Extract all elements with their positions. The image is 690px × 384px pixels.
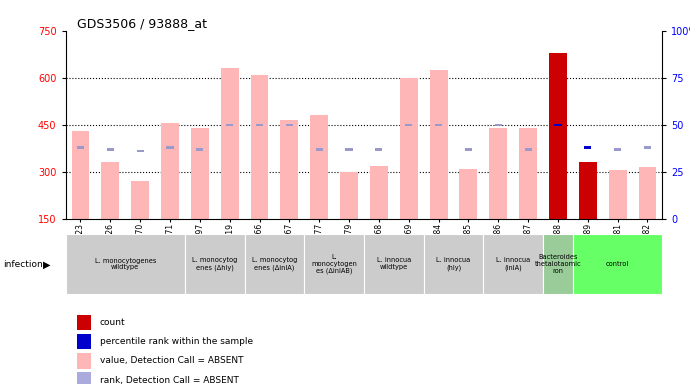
- Bar: [77, 353, 90, 369]
- Text: infection: infection: [3, 260, 43, 270]
- Bar: [489, 128, 507, 219]
- Bar: [375, 148, 382, 151]
- Bar: [614, 148, 621, 151]
- Bar: [573, 234, 662, 294]
- Bar: [584, 146, 591, 149]
- Text: L. monocytogenes
wildtype: L. monocytogenes wildtype: [95, 258, 156, 270]
- Bar: [77, 372, 90, 384]
- Bar: [346, 148, 353, 151]
- Text: percentile rank within the sample: percentile rank within the sample: [99, 337, 253, 346]
- Bar: [364, 234, 424, 294]
- Bar: [609, 170, 627, 219]
- Bar: [315, 148, 323, 151]
- Bar: [549, 53, 567, 219]
- Bar: [638, 167, 656, 219]
- Bar: [131, 181, 149, 219]
- Text: GDS3506 / 93888_at: GDS3506 / 93888_at: [77, 17, 208, 30]
- Bar: [310, 115, 328, 219]
- Bar: [185, 234, 245, 294]
- Bar: [226, 124, 233, 126]
- Text: L. innocua
wildtype: L. innocua wildtype: [377, 258, 411, 270]
- Bar: [286, 124, 293, 126]
- Bar: [554, 124, 562, 126]
- Bar: [256, 124, 263, 126]
- Bar: [77, 334, 90, 349]
- Text: rank, Detection Call = ABSENT: rank, Detection Call = ABSENT: [99, 376, 239, 384]
- Bar: [543, 234, 573, 294]
- Bar: [519, 128, 537, 219]
- Bar: [340, 172, 358, 219]
- Bar: [304, 234, 364, 294]
- Bar: [495, 124, 502, 126]
- Text: Bacteroides
thetaiotaomic
ron: Bacteroides thetaiotaomic ron: [535, 254, 581, 274]
- Bar: [460, 169, 477, 219]
- Bar: [107, 148, 114, 151]
- Bar: [161, 123, 179, 219]
- Text: ▶: ▶: [43, 260, 50, 270]
- Bar: [77, 315, 90, 330]
- Text: L. innocua
(hly): L. innocua (hly): [436, 257, 471, 271]
- Bar: [430, 70, 448, 219]
- Bar: [72, 131, 90, 219]
- Bar: [435, 124, 442, 126]
- Bar: [221, 68, 239, 219]
- Bar: [483, 234, 543, 294]
- Bar: [400, 78, 417, 219]
- Bar: [250, 74, 268, 219]
- Bar: [245, 234, 304, 294]
- Bar: [77, 146, 84, 149]
- Text: L.
monocytogen
es (ΔinlAB): L. monocytogen es (ΔinlAB): [311, 254, 357, 274]
- Bar: [644, 146, 651, 149]
- Bar: [370, 166, 388, 219]
- Bar: [66, 234, 185, 294]
- Text: L. innocua
(inlA): L. innocua (inlA): [496, 257, 531, 271]
- Text: L. monocytog
enes (Δhly): L. monocytog enes (Δhly): [192, 257, 237, 271]
- Bar: [524, 148, 532, 151]
- Bar: [424, 234, 483, 294]
- Bar: [579, 162, 597, 219]
- Text: control: control: [606, 261, 629, 267]
- Bar: [166, 146, 174, 149]
- Bar: [465, 148, 472, 151]
- Bar: [137, 150, 144, 152]
- Bar: [405, 124, 413, 126]
- Bar: [196, 148, 204, 151]
- Bar: [191, 128, 209, 219]
- Bar: [101, 162, 119, 219]
- Text: count: count: [99, 318, 125, 327]
- Text: value, Detection Call = ABSENT: value, Detection Call = ABSENT: [99, 356, 243, 366]
- Bar: [280, 120, 298, 219]
- Text: L. monocytog
enes (ΔinlA): L. monocytog enes (ΔinlA): [252, 257, 297, 271]
